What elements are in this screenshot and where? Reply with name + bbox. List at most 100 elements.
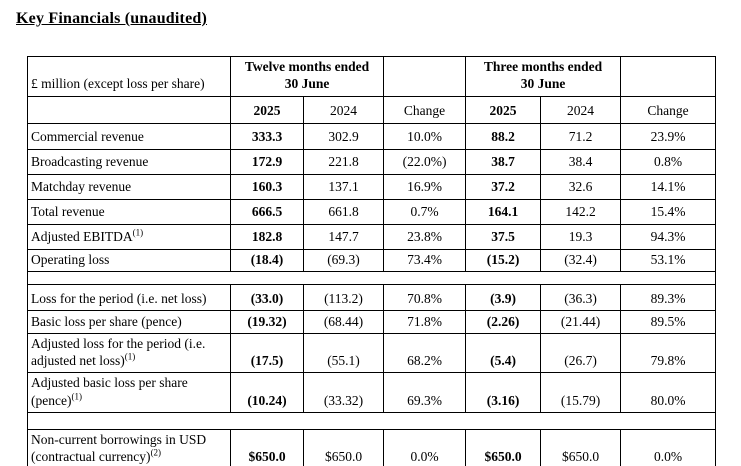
value-cell: (3.16) — [465, 372, 542, 413]
value-cell: 182.8 — [230, 223, 304, 250]
value-cell: (33.0) — [230, 283, 304, 311]
row-label: Broadcasting revenue — [27, 148, 231, 175]
footnote-ref: (2) — [150, 447, 162, 458]
empty-header-cell — [383, 56, 467, 97]
value-cell: 0.0% — [383, 428, 467, 466]
row-label: Non-current borrowings in USD (contractu… — [27, 428, 231, 466]
table-row-commercial-revenue: Commercial revenue 333.3 302.9 10.0% 88.… — [27, 122, 717, 150]
row-label-text: Commercial revenue — [31, 129, 144, 145]
table-row-basic-loss-per-share: Basic loss per share (pence) (19.32) (68… — [27, 309, 717, 334]
page-title: Key Financials (unaudited) — [16, 10, 208, 27]
row-label-text: Adjusted loss for the period (i.e. adjus… — [31, 335, 206, 369]
value-cell: (19.32) — [230, 309, 304, 334]
value-cell: $650.0 — [302, 428, 385, 466]
value-cell: 160.3 — [230, 173, 304, 200]
row-label-text: Adjusted basic loss per share (pence) — [31, 375, 188, 408]
table-row-non-current-borrowings: Non-current borrowings in USD (contractu… — [27, 428, 717, 466]
group-header-twelve-line1: Twelve months ended — [244, 59, 370, 74]
value-cell: 71.8% — [383, 309, 467, 334]
value-cell: 19.3 — [540, 223, 622, 250]
value-cell: (69.3) — [302, 248, 385, 272]
value-cell: (55.1) — [302, 332, 385, 374]
row-label-text: Total revenue — [31, 204, 105, 220]
group-header-row: £ million (except loss per share) Twelve… — [27, 56, 717, 97]
value-cell: (26.7) — [540, 332, 622, 374]
value-cell: 16.9% — [383, 173, 467, 200]
value-cell: 0.8% — [620, 148, 717, 175]
value-cell: (33.32) — [302, 372, 385, 413]
value-cell: 80.0% — [620, 372, 717, 413]
table-row-adjusted-ebitda: Adjusted EBITDA(1) 182.8 147.7 23.8% 37.… — [27, 223, 717, 250]
value-cell: 333.3 — [230, 122, 304, 150]
key-financials-table: £ million (except loss per share) Twelve… — [26, 56, 717, 466]
value-cell: (22.0%) — [383, 148, 467, 175]
value-cell: 302.9 — [302, 122, 385, 150]
value-cell: 71.2 — [540, 122, 622, 150]
row-label: Commercial revenue — [27, 122, 231, 150]
value-cell: 15.4% — [620, 198, 717, 225]
value-cell: $650.0 — [540, 428, 622, 466]
value-cell: 147.7 — [302, 223, 385, 250]
row-label: Loss for the period (i.e. net loss) — [27, 283, 231, 311]
row-label: Operating loss — [27, 248, 231, 272]
row-label-text: Broadcasting revenue — [31, 154, 149, 170]
empty-header-cell — [620, 56, 717, 97]
value-cell: 37.2 — [465, 173, 542, 200]
table-row-matchday-revenue: Matchday revenue 160.3 137.1 16.9% 37.2 … — [27, 173, 717, 200]
table-row-operating-loss: Operating loss (18.4) (69.3) 73.4% (15.2… — [27, 248, 717, 272]
value-cell: (17.5) — [230, 332, 304, 374]
row-label: Adjusted basic loss per share (pence)(1) — [27, 372, 231, 413]
value-cell: (15.2) — [465, 248, 542, 272]
value-cell: (68.44) — [302, 309, 385, 334]
value-cell: (5.4) — [465, 332, 542, 374]
value-cell: 53.1% — [620, 248, 717, 272]
value-cell: 14.1% — [620, 173, 717, 200]
spacer-cell — [26, 270, 717, 285]
value-cell: $650.0 — [230, 428, 304, 466]
value-cell: (3.9) — [465, 283, 542, 311]
table-row-loss-for-period: Loss for the period (i.e. net loss) (33.… — [27, 283, 717, 311]
value-cell: 94.3% — [620, 223, 717, 250]
value-cell: 68.2% — [383, 332, 467, 374]
spacer-row — [26, 270, 717, 285]
col-header-change-twelve: Change — [383, 95, 467, 124]
year-header-row: 2025 2024 Change 2025 2024 Change — [27, 95, 717, 124]
value-cell: (10.24) — [230, 372, 304, 413]
group-header-three-months: Three months ended 30 June — [465, 56, 622, 97]
value-cell: 661.8 — [302, 198, 385, 225]
value-cell: (18.4) — [230, 248, 304, 272]
table-row-adjusted-loss-for-period: Adjusted loss for the period (i.e. adjus… — [27, 332, 717, 374]
col-header-2025-three: 2025 — [465, 95, 542, 124]
row-label: Adjusted loss for the period (i.e. adjus… — [27, 332, 231, 374]
row-label-text: Operating loss — [31, 251, 110, 267]
group-header-twelve-line2: 30 June — [284, 76, 330, 92]
row-label-text: Loss for the period (i.e. net loss) — [31, 290, 207, 306]
value-cell: 38.4 — [540, 148, 622, 175]
table-row-adjusted-basic-loss-per-share: Adjusted basic loss per share (pence)(1)… — [27, 372, 717, 413]
value-cell: 69.3% — [383, 372, 467, 413]
value-cell: 0.0% — [620, 428, 717, 466]
table-row-total-revenue: Total revenue 666.5 661.8 0.7% 164.1 142… — [27, 198, 717, 225]
value-cell: 37.5 — [465, 223, 542, 250]
value-cell: (15.79) — [540, 372, 622, 413]
footnote-ref: (1) — [124, 351, 136, 362]
value-cell: (36.3) — [540, 283, 622, 311]
table-row-broadcasting-revenue: Broadcasting revenue 172.9 221.8 (22.0%)… — [27, 148, 717, 175]
value-cell: 0.7% — [383, 198, 467, 225]
value-cell: 88.2 — [465, 122, 542, 150]
value-cell: (2.26) — [465, 309, 542, 334]
value-cell: 164.1 — [465, 198, 542, 225]
row-label: Adjusted EBITDA(1) — [27, 223, 231, 250]
value-cell: 73.4% — [383, 248, 467, 272]
row-label-text: Basic loss per share (pence) — [31, 313, 182, 329]
spacer-row — [26, 411, 717, 430]
value-cell: 79.8% — [620, 332, 717, 374]
value-cell: 23.8% — [383, 223, 467, 250]
group-header-three-line2: 30 June — [520, 76, 566, 92]
col-header-change-three: Change — [620, 95, 717, 124]
value-cell: 137.1 — [302, 173, 385, 200]
value-cell: 70.8% — [383, 283, 467, 311]
row-label: Total revenue — [27, 198, 231, 225]
value-cell: 666.5 — [230, 198, 304, 225]
